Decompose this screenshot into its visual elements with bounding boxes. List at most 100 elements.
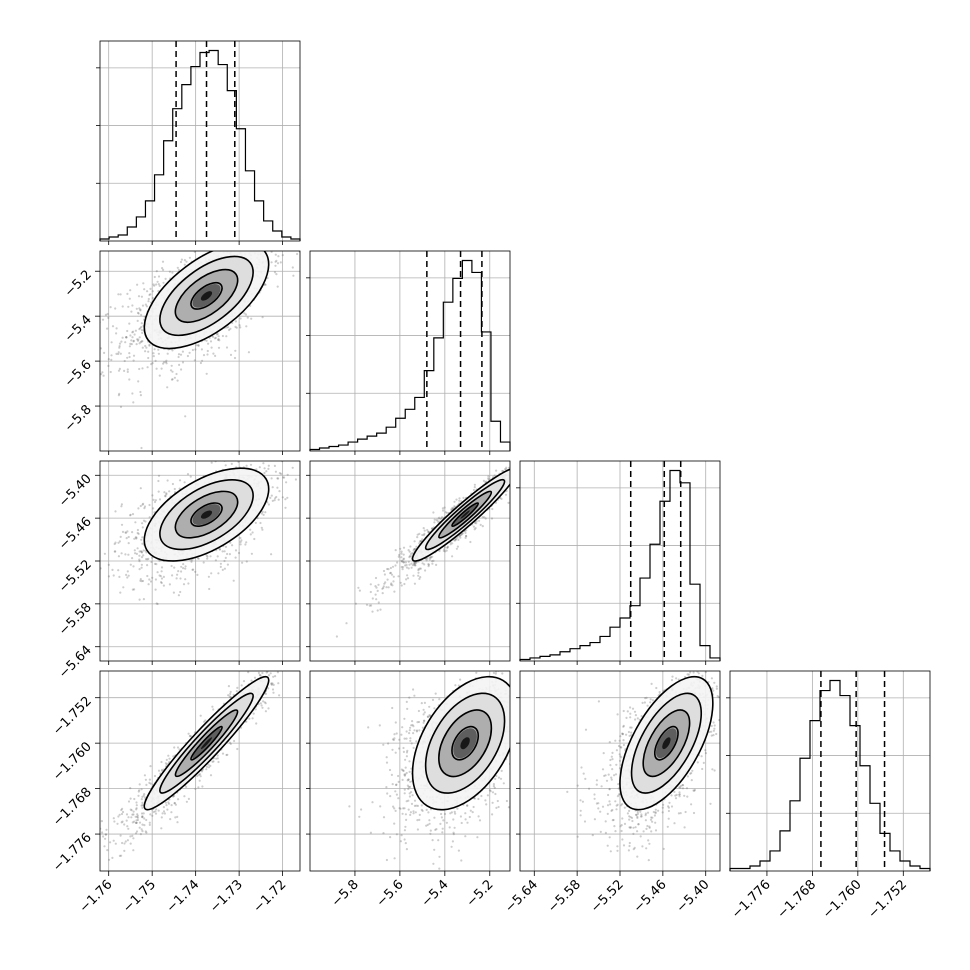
scatter-point xyxy=(426,528,429,532)
scatter-point xyxy=(518,477,520,479)
scatter-point xyxy=(212,335,215,338)
scatter-point xyxy=(274,253,277,256)
scatter-point xyxy=(292,274,295,277)
scatter-point xyxy=(229,541,232,544)
scatter-point xyxy=(130,310,133,313)
scatter-point xyxy=(258,466,261,469)
scatter-point xyxy=(183,259,186,262)
scatter-point xyxy=(108,858,111,861)
scatter-point xyxy=(154,499,157,502)
scatter-point xyxy=(166,386,169,389)
scatter-point xyxy=(148,503,151,507)
scatter-point xyxy=(154,810,157,813)
scatter-point xyxy=(144,520,147,523)
scatter-point xyxy=(140,295,143,298)
scatter-point xyxy=(127,305,130,308)
scatter-point xyxy=(212,708,215,711)
scatter-point xyxy=(180,368,183,371)
scatter-point xyxy=(390,573,394,576)
scatter-point xyxy=(518,457,520,459)
scatter-point xyxy=(100,567,102,570)
scatter-point xyxy=(217,338,220,341)
scatter-point xyxy=(115,332,118,335)
scatter-point xyxy=(197,773,201,777)
scatter-point xyxy=(140,446,143,450)
scatter-point xyxy=(278,694,281,697)
scatter-point xyxy=(155,563,158,566)
scatter-point xyxy=(125,531,128,534)
scatter-point xyxy=(152,498,155,501)
scatter-point xyxy=(450,508,453,511)
scatter-point xyxy=(219,562,222,565)
scatter-point xyxy=(235,229,237,231)
scatter-point xyxy=(134,815,137,818)
scatter-point xyxy=(267,246,269,248)
scatter-point xyxy=(112,574,115,577)
scatter-point xyxy=(148,293,151,297)
scatter-point xyxy=(274,260,277,263)
scatter-point xyxy=(235,326,238,329)
scatter-point xyxy=(505,468,508,471)
scatter-point xyxy=(163,361,166,364)
scatter-point xyxy=(131,392,134,395)
scatter-point xyxy=(479,523,482,527)
scatter-point xyxy=(267,503,270,506)
scatter-point xyxy=(132,354,136,357)
scatter-point xyxy=(125,813,129,816)
scatter-point xyxy=(140,550,143,554)
scatter-point xyxy=(205,372,208,375)
scatter-point xyxy=(459,536,462,539)
scatter-point xyxy=(473,528,476,531)
scatter-point xyxy=(132,330,135,333)
scatter-point xyxy=(390,583,393,586)
scatter-point xyxy=(121,810,125,814)
scatter-point xyxy=(511,482,513,484)
scatter-point xyxy=(512,480,514,482)
scatter-point xyxy=(113,820,116,823)
scatter-point xyxy=(442,549,445,553)
scatter-point xyxy=(153,275,156,279)
scatter-point xyxy=(177,570,180,573)
scatter-point xyxy=(169,818,172,821)
scatter-point xyxy=(127,542,130,545)
scatter-point xyxy=(270,251,273,253)
scatter-point xyxy=(415,545,418,548)
scatter-point xyxy=(286,496,289,499)
scatter-point xyxy=(162,575,165,579)
contour-1 xyxy=(159,255,254,337)
scatter-point xyxy=(103,351,106,354)
scatter-point xyxy=(139,833,142,836)
scatter-point xyxy=(209,340,213,343)
scatter-point xyxy=(257,457,259,459)
scatter-point xyxy=(433,518,436,521)
scatter-point xyxy=(207,575,210,578)
scatter-point xyxy=(441,516,444,519)
scatter-point xyxy=(451,506,454,509)
scatter-point xyxy=(188,256,191,259)
scatter-point xyxy=(159,575,162,578)
scatter-point xyxy=(193,251,196,253)
scatter-point xyxy=(381,587,384,590)
scatter-point xyxy=(464,531,467,535)
scatter-point xyxy=(445,549,448,552)
scatter-point xyxy=(145,818,148,822)
scatter-point xyxy=(490,517,494,520)
scatter-point xyxy=(478,519,481,522)
contour-3 xyxy=(190,281,223,310)
scatter-point xyxy=(114,550,117,553)
scatter-point xyxy=(493,474,496,477)
scatter-point xyxy=(128,352,131,355)
scatter-point xyxy=(494,501,498,504)
scatter-point xyxy=(103,552,106,555)
scatter-point xyxy=(140,329,143,332)
scatter-point xyxy=(431,527,434,530)
scatter-point xyxy=(152,283,155,286)
scatter-point xyxy=(232,579,235,582)
scatter-point xyxy=(131,336,134,339)
scatter-point xyxy=(472,525,475,528)
scatter-point xyxy=(201,785,204,788)
scatter-point xyxy=(135,537,138,540)
scatter-point xyxy=(140,566,143,569)
scatter-point xyxy=(140,313,143,316)
scatter-point xyxy=(189,734,192,737)
